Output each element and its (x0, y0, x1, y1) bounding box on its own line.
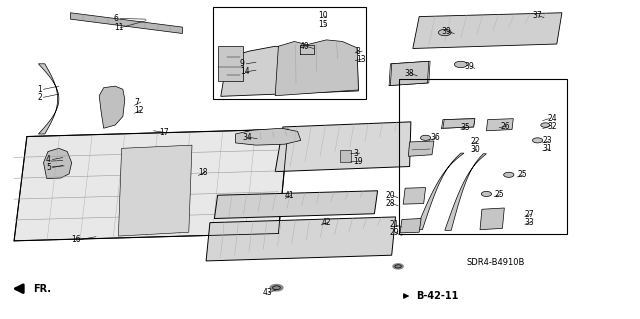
Text: 19: 19 (353, 157, 363, 166)
Text: 18: 18 (198, 168, 208, 177)
Polygon shape (443, 119, 475, 128)
Text: 2: 2 (37, 93, 42, 102)
Polygon shape (390, 61, 429, 85)
Polygon shape (413, 13, 562, 48)
Text: 32: 32 (548, 122, 557, 131)
Polygon shape (403, 188, 426, 204)
Text: 17: 17 (159, 128, 168, 137)
Text: 25: 25 (494, 190, 504, 199)
Text: 13: 13 (356, 55, 365, 63)
Polygon shape (236, 128, 301, 145)
Circle shape (504, 172, 514, 177)
Text: 39: 39 (465, 62, 474, 71)
Circle shape (270, 285, 283, 291)
Text: 31: 31 (543, 145, 552, 153)
Text: 25: 25 (517, 170, 527, 179)
Polygon shape (118, 145, 192, 236)
Text: B-42-11: B-42-11 (416, 291, 458, 301)
Polygon shape (408, 141, 434, 156)
Polygon shape (221, 46, 358, 96)
Text: 20: 20 (385, 191, 395, 200)
Polygon shape (218, 46, 243, 81)
Circle shape (393, 264, 403, 269)
Text: 4: 4 (46, 155, 51, 164)
Bar (399, 79, 567, 234)
Text: 24: 24 (548, 114, 557, 123)
Polygon shape (14, 129, 288, 241)
Polygon shape (275, 122, 411, 172)
Polygon shape (445, 154, 486, 230)
Text: 43: 43 (262, 288, 272, 297)
Text: 3: 3 (353, 149, 358, 158)
Text: 33: 33 (525, 218, 534, 227)
Bar (213, 7, 366, 99)
Polygon shape (400, 219, 421, 233)
Text: 22: 22 (470, 137, 480, 146)
Text: 35: 35 (461, 123, 470, 132)
Text: SDR4-B4910B: SDR4-B4910B (467, 258, 525, 267)
Text: 16: 16 (72, 235, 81, 244)
Polygon shape (340, 150, 351, 162)
Text: 10: 10 (318, 11, 328, 20)
Text: 34: 34 (242, 133, 252, 142)
Text: 21: 21 (389, 220, 399, 229)
Text: 38: 38 (404, 69, 414, 78)
Polygon shape (416, 153, 464, 230)
Text: 30: 30 (470, 145, 480, 154)
Polygon shape (44, 148, 72, 179)
Polygon shape (38, 64, 59, 134)
Text: 26: 26 (500, 122, 510, 130)
Text: 42: 42 (321, 218, 331, 227)
Text: 15: 15 (318, 20, 328, 29)
Polygon shape (206, 217, 396, 261)
Polygon shape (70, 13, 182, 33)
Polygon shape (99, 86, 125, 128)
Text: 29: 29 (389, 228, 399, 237)
Text: 1: 1 (37, 85, 42, 94)
Text: 5: 5 (46, 163, 51, 172)
Text: 41: 41 (285, 191, 294, 200)
Circle shape (532, 138, 543, 143)
Text: 37: 37 (532, 11, 542, 20)
Circle shape (481, 191, 492, 197)
Text: 9: 9 (240, 59, 245, 68)
Circle shape (420, 135, 431, 140)
Text: 11: 11 (114, 23, 124, 32)
Text: FR.: FR. (33, 284, 51, 294)
Text: 27: 27 (525, 210, 534, 219)
Circle shape (541, 123, 550, 127)
Polygon shape (486, 119, 513, 131)
Text: 40: 40 (300, 42, 309, 51)
Circle shape (438, 29, 451, 36)
Text: 8: 8 (356, 47, 360, 56)
Polygon shape (214, 191, 378, 219)
Text: 12: 12 (134, 106, 144, 115)
Circle shape (454, 61, 467, 68)
Text: 23: 23 (543, 137, 552, 145)
Text: 36: 36 (430, 133, 440, 142)
Text: 7: 7 (134, 98, 140, 107)
Text: 28: 28 (385, 199, 395, 208)
Text: 39: 39 (442, 27, 451, 36)
Text: 6: 6 (114, 14, 119, 23)
Polygon shape (275, 40, 358, 96)
Polygon shape (480, 208, 504, 230)
Text: 14: 14 (240, 67, 250, 76)
